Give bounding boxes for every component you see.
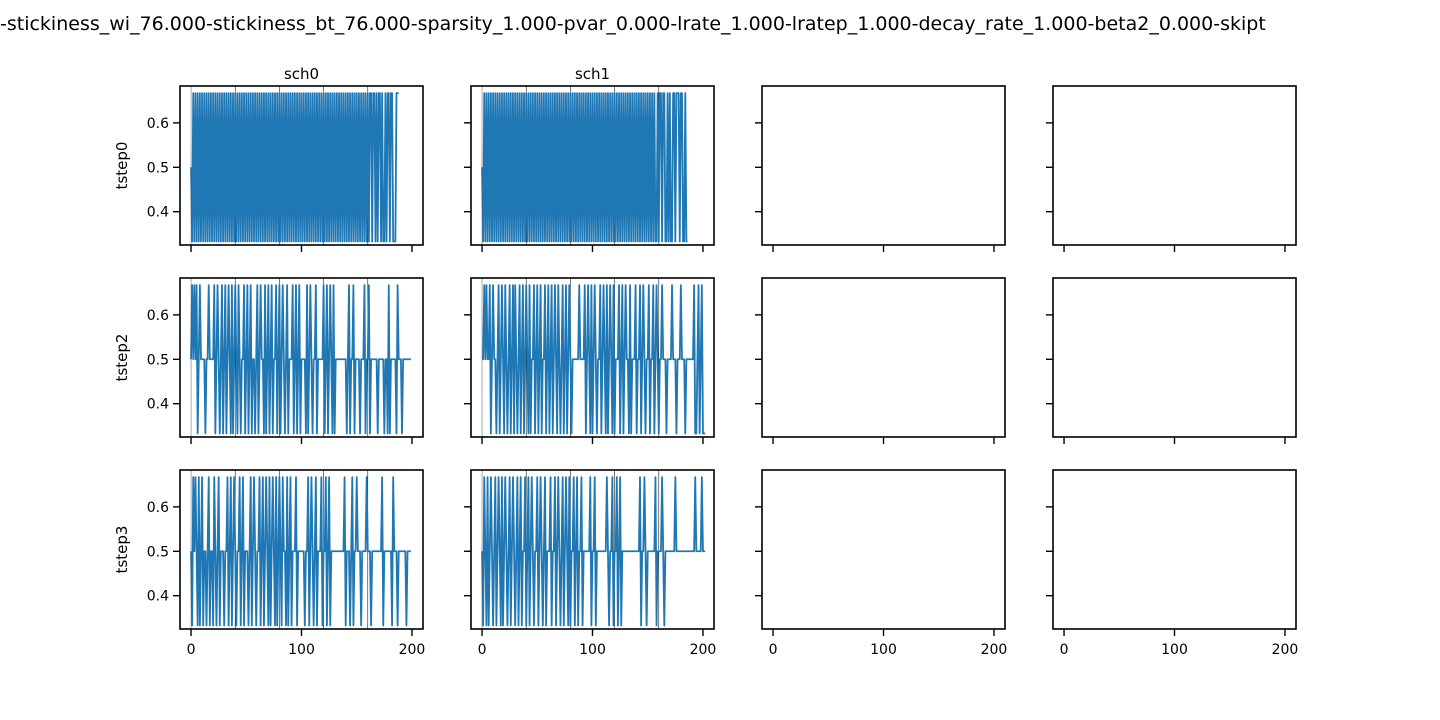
- series-line: [190, 284, 411, 435]
- series-line: [190, 92, 399, 243]
- y-tick-label: 0.6: [147, 116, 169, 132]
- axes-frame: [761, 277, 1006, 438]
- axes-frame: [761, 85, 1006, 246]
- y-tick-label: 0.4: [147, 205, 169, 221]
- subplot-r2-c2: 0 100 200: [755, 469, 1008, 658]
- subplot-r0-c1: sch1: [464, 65, 715, 252]
- x-tick-label: 100: [579, 642, 606, 658]
- axes-frame: [1052, 469, 1297, 630]
- column-title: sch1: [575, 65, 610, 83]
- subplot-r1-c1: [464, 277, 715, 444]
- y-tick-label: 0.5: [147, 544, 169, 560]
- x-tick-label: 200: [399, 642, 426, 658]
- x-tick-label: 0: [1060, 642, 1069, 658]
- series-line: [481, 92, 688, 243]
- subplot-r0-c2: [755, 85, 1006, 252]
- x-tick-label: 200: [1272, 642, 1299, 658]
- x-tick-label: 100: [288, 642, 315, 658]
- x-tick-label: 100: [870, 642, 897, 658]
- row-label: tstep3: [113, 526, 131, 574]
- x-tick-label: 0: [478, 642, 487, 658]
- subplot-r0-c3: [1046, 85, 1297, 252]
- y-tick-label: 0.5: [147, 160, 169, 176]
- series-line: [190, 476, 411, 627]
- series-line: [481, 476, 706, 627]
- x-tick-label: 0: [187, 642, 196, 658]
- series-line: [482, 284, 706, 435]
- subplot-r1-c0: 0.4 0.5 0.6 tstep2: [113, 277, 424, 444]
- axes-frame: [1052, 85, 1297, 246]
- axes-frame: [1052, 277, 1297, 438]
- subplot-r2-c3: 0 100 200: [1046, 469, 1299, 658]
- subplot-grid: 0.40.50.6sch0tstep0sch10.40.50.6tstep20.…: [113, 65, 1298, 658]
- subplot-r2-c0: 0.4 0.5 0.6 0 100 200 tstep3: [113, 469, 426, 658]
- y-tick-label: 0.6: [147, 308, 169, 324]
- axes-frame: [761, 469, 1006, 630]
- subplot-r0-c0: 0.4 0.5 0.6 sch0 tstep0: [113, 65, 424, 252]
- column-title: sch0: [284, 65, 319, 83]
- row-label: tstep2: [113, 334, 131, 382]
- y-tick-label: 0.4: [147, 397, 169, 413]
- y-tick-label: 0.5: [147, 352, 169, 368]
- x-tick-label: 100: [1161, 642, 1188, 658]
- subplot-r1-c3: [1046, 277, 1297, 444]
- subplot-r1-c2: [755, 277, 1006, 444]
- figure-title: -stickiness_wi_76.000-stickiness_bt_76.0…: [0, 13, 1266, 35]
- row-label: tstep0: [113, 142, 131, 190]
- x-tick-label: 200: [690, 642, 717, 658]
- y-tick-label: 0.4: [147, 589, 169, 605]
- x-tick-label: 200: [981, 642, 1008, 658]
- y-tick-label: 0.6: [147, 500, 169, 516]
- x-tick-label: 0: [769, 642, 778, 658]
- subplot-r2-c1: 0 100 200: [464, 469, 717, 658]
